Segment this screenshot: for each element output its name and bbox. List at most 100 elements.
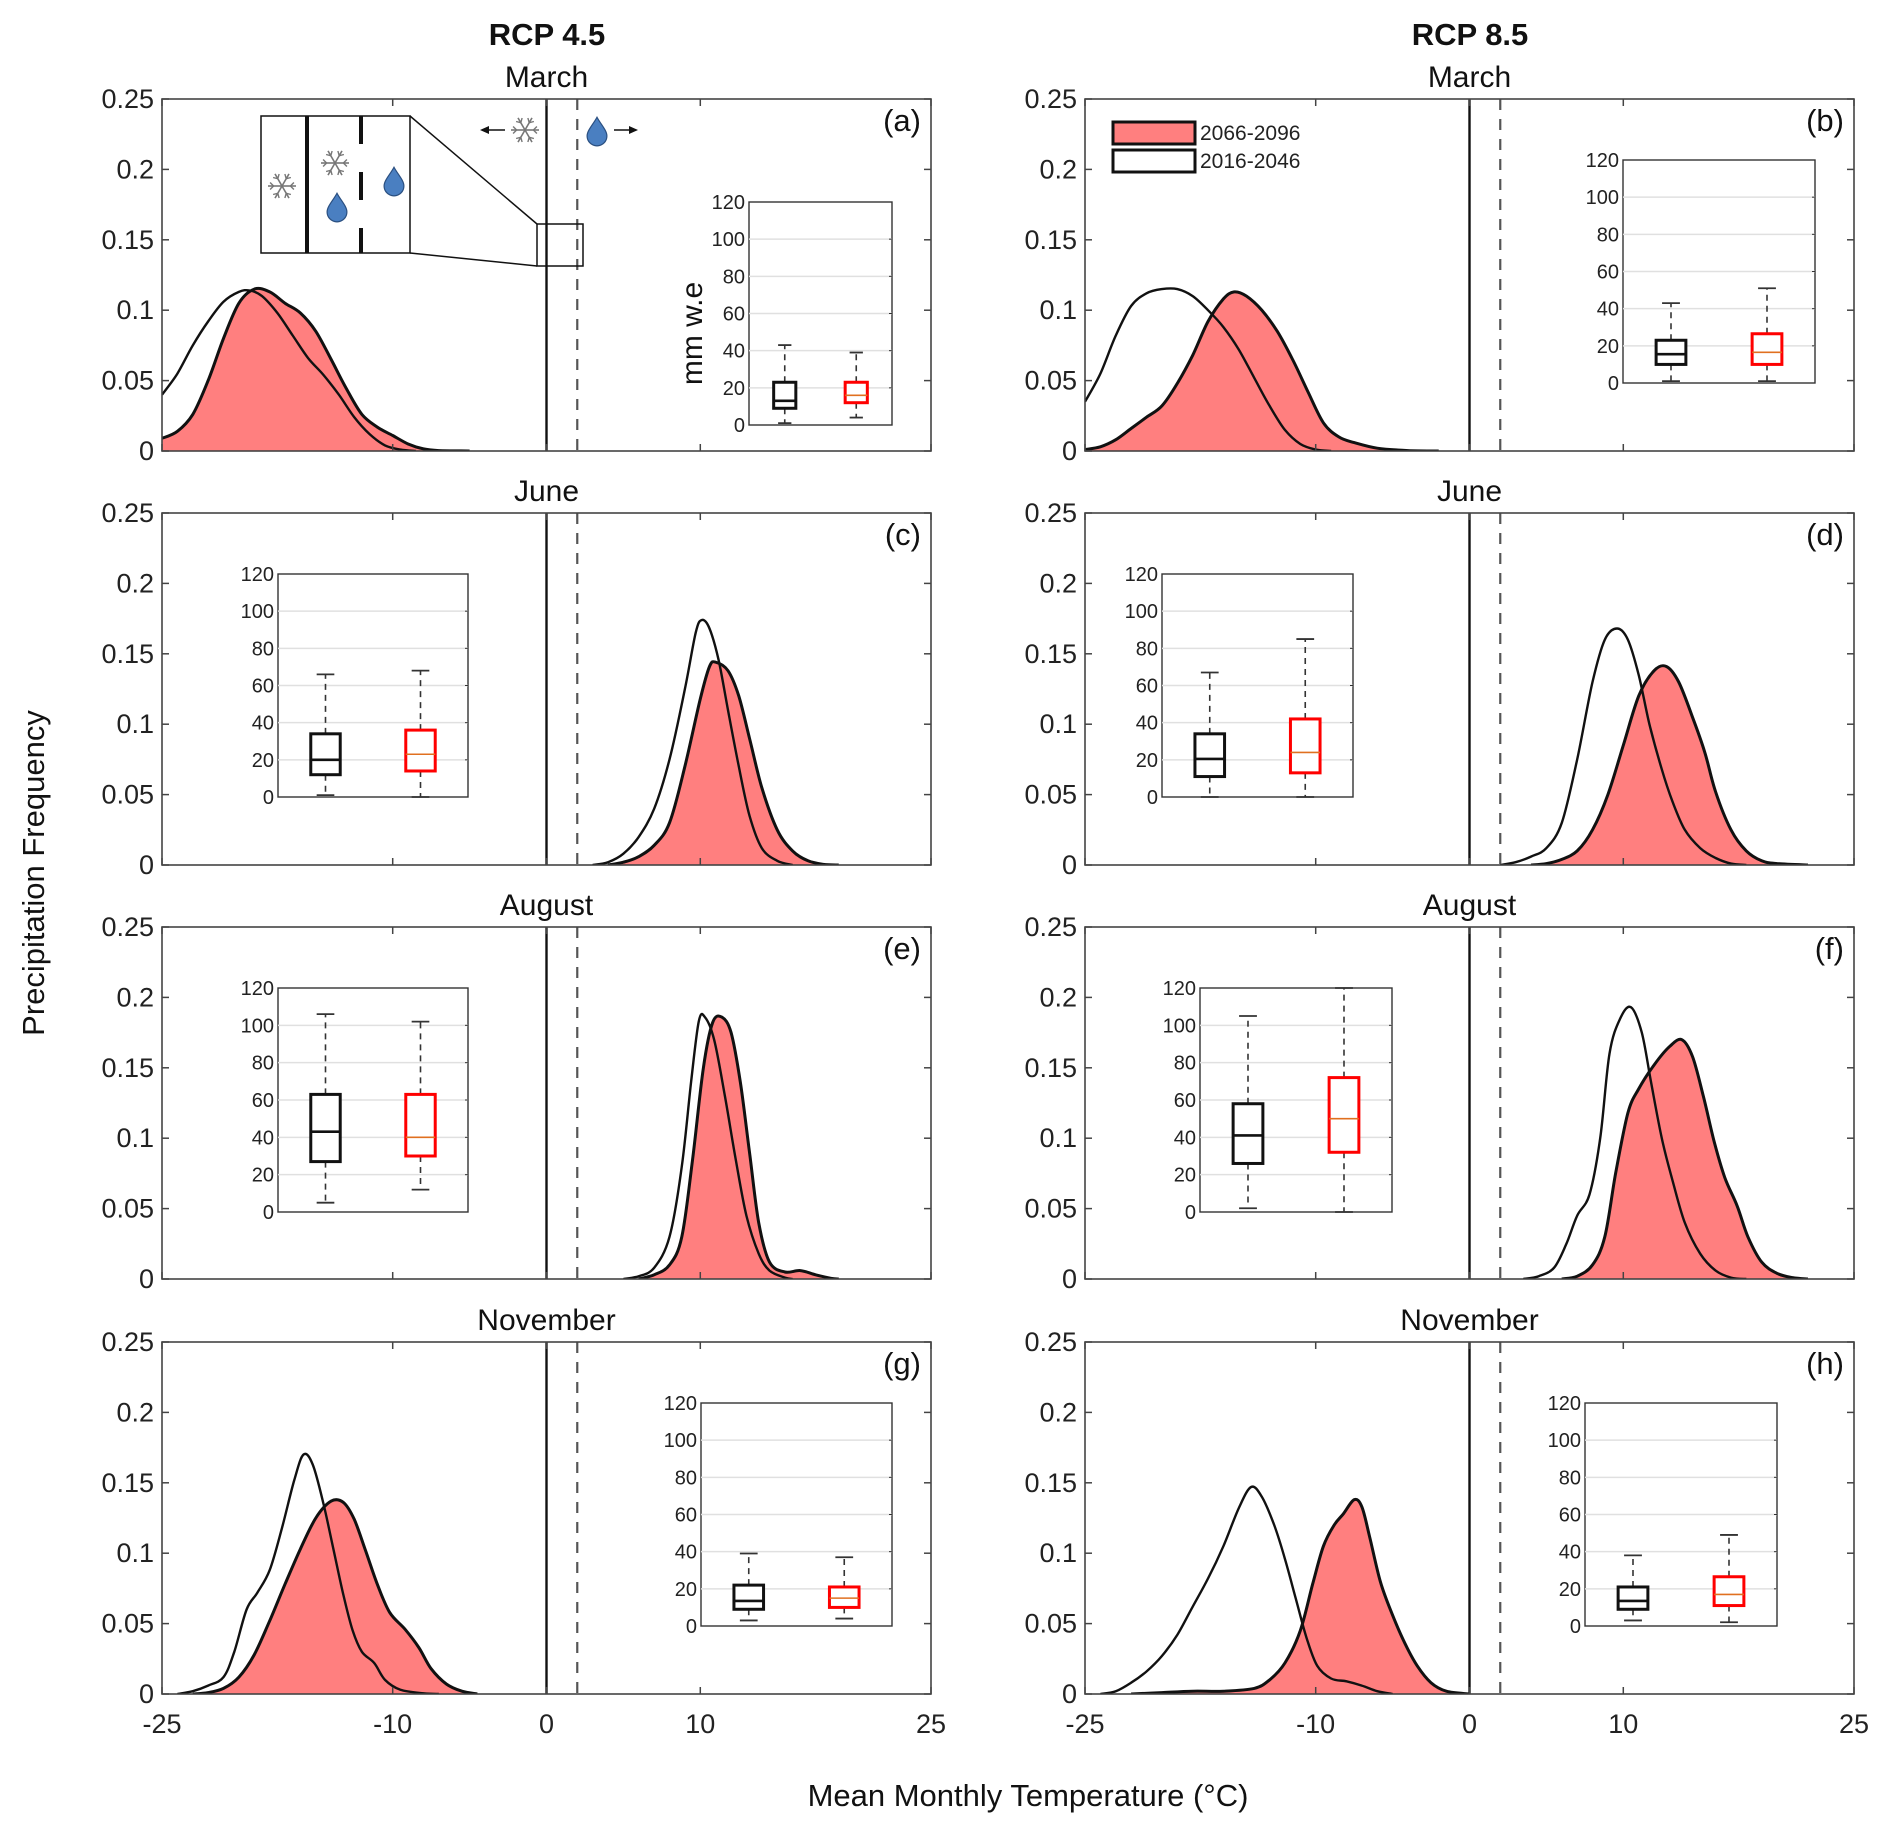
snowflake-branch	[272, 176, 278, 180]
inset-tick-label: 100	[1548, 1430, 1581, 1452]
inset-tick-label: 60	[252, 676, 274, 698]
panel-d: June 0 0.05 0.1 0.15 0.2 0.25 (d) 0 20 40 60 80 100 12…	[1024, 475, 1855, 880]
y-tick-label: 0.25	[1024, 912, 1077, 942]
inset-tick-label: 20	[1559, 1579, 1581, 1601]
legend-swatch-2016-2046	[1111, 148, 1197, 174]
box-iqr	[1750, 332, 1784, 366]
series-2016-2046-line	[162, 288, 416, 451]
schematic-zoom-box	[260, 115, 411, 254]
panel-c: June 0 0.05 0.1 0.15 0.2 0.25 (c) 0 20 40 60 80 100 12…	[101, 475, 932, 880]
y-tick-label: 0.05	[1024, 1194, 1077, 1224]
snowflake-branch	[330, 150, 333, 156]
snowflake-arm	[327, 162, 336, 176]
series-2066-2096-outline	[1131, 1497, 1470, 1694]
inset-tick-label: 40	[1559, 1542, 1581, 1564]
series-2066-2096-area	[192, 1499, 478, 1694]
series-2066-2096-area	[1085, 291, 1439, 451]
series-2066-2096-area	[1531, 665, 1808, 865]
panel-month-title: March	[1428, 61, 1511, 94]
inset-boxplot: 0 20 40 60 80 100 120	[664, 1393, 893, 1638]
panel-g: November 0 0.05 0.1 0.15 0.2 0.25 -25 -10 0 10 25 (g…	[101, 1304, 946, 1739]
inset-tick-label: 40	[252, 1127, 274, 1149]
rain-snow-schematic	[260, 115, 638, 267]
y-tick-label: 0.15	[1024, 1468, 1077, 1498]
y-tick-label: 0.1	[1039, 1123, 1077, 1153]
x-tick-label: -25	[1065, 1709, 1104, 1739]
y-tick-label: 0	[1062, 436, 1077, 466]
box-iqr	[309, 732, 342, 777]
y-tick-label: 0.15	[101, 1053, 154, 1083]
y-tick-label: 0.1	[1039, 295, 1077, 325]
inset-tick-label: 0	[263, 1202, 274, 1224]
series-2066-2096-outline	[162, 286, 470, 451]
inset-tick-label: 20	[1597, 336, 1619, 358]
series-2016-2046-line	[592, 618, 793, 865]
snowflake-arm	[274, 185, 283, 199]
legend-label-2016-2046: 2016-2046	[1200, 150, 1300, 173]
x-tick-label: 10	[685, 1709, 715, 1739]
inset-tick-label: 20	[723, 378, 745, 400]
box-2066-2096	[404, 1020, 437, 1191]
box-iqr	[1231, 1102, 1265, 1165]
snowflake-branch	[512, 126, 518, 131]
snowflake-arm	[517, 129, 526, 143]
inset-tick-label: 80	[675, 1467, 697, 1489]
inset-tick-label: 120	[712, 192, 745, 214]
box-iqr	[1193, 732, 1227, 779]
panel-letter: (g)	[883, 1346, 921, 1381]
series-2016-2046-line	[1085, 287, 1332, 451]
inset-tick-label: 60	[1136, 676, 1158, 698]
y-tick-label: 0.25	[101, 498, 154, 528]
inset-tick-label: 120	[1586, 150, 1619, 172]
snowflake-branch	[277, 193, 280, 199]
x-tick-label: 10	[1608, 1709, 1638, 1739]
box-iqr	[1616, 1585, 1650, 1611]
inset-tick-label: 20	[252, 750, 274, 772]
panel-curves	[1500, 627, 1808, 865]
panel-letter: (b)	[1806, 103, 1844, 138]
y-tick-label: 0.15	[101, 639, 154, 669]
panel-h: November 0 0.05 0.1 0.15 0.2 0.25 -25 -10 0 10 25 (h…	[1024, 1304, 1869, 1739]
y-tick-label: 0.1	[116, 709, 154, 739]
snowflake-branch	[284, 193, 287, 199]
series-2066-2096-area	[638, 1015, 839, 1279]
inset-tick-label: 60	[1174, 1090, 1196, 1112]
snowflake-icon	[321, 150, 349, 176]
inset-tick-label: 80	[1559, 1467, 1581, 1489]
inset-tick-label: 40	[675, 1542, 697, 1564]
series-2016-2046-line	[1523, 1005, 1747, 1279]
panel-curves	[177, 1452, 478, 1694]
panel-month-title: August	[1423, 889, 1517, 922]
snowflake-icon	[511, 117, 539, 143]
inset-tick-label: 0	[734, 415, 745, 437]
box-2066-2096	[1712, 1534, 1746, 1624]
snowflake-branch	[269, 185, 275, 190]
box-2016-2046	[1231, 1015, 1265, 1210]
box-iqr	[1288, 717, 1322, 775]
y-tick-label: 0	[139, 1264, 154, 1294]
raindrop-icon	[586, 115, 608, 147]
inset-tick-label: 40	[1174, 1127, 1196, 1149]
snowflake-branch	[515, 136, 521, 140]
snowflake-arm	[334, 150, 343, 164]
y-tick-label: 0.25	[1024, 498, 1077, 528]
inset-tick-label: 100	[664, 1430, 697, 1452]
snowflake-branch	[286, 192, 292, 196]
inset-tick-label: 0	[1185, 1202, 1196, 1224]
snowflake-arm	[524, 129, 533, 143]
box-2016-2046	[309, 673, 342, 797]
inset-tick-label: 100	[1163, 1015, 1196, 1037]
series-2016-2046-line	[1500, 627, 1747, 865]
y-tick-label: 0.15	[1024, 639, 1077, 669]
snowflake-branch	[342, 159, 348, 164]
schematic-connector-bottom	[409, 252, 538, 267]
legend-label-2066-2096: 2066-2096	[1200, 122, 1300, 145]
inset-tick-label: 20	[252, 1165, 274, 1187]
panel-curves	[592, 618, 839, 865]
panel-curves	[1523, 1005, 1809, 1279]
box-2066-2096	[404, 669, 437, 798]
box-iqr	[732, 1583, 766, 1611]
inset-boxplot: 0 20 40 60 80 100 120 mm w.e	[676, 192, 893, 437]
box-iqr	[1712, 1575, 1746, 1608]
